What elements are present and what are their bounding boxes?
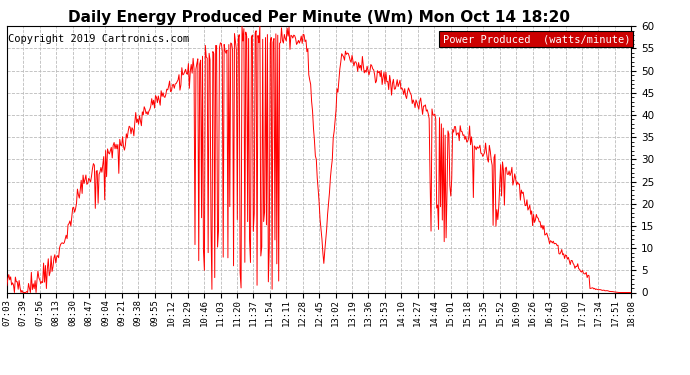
Text: Copyright 2019 Cartronics.com: Copyright 2019 Cartronics.com xyxy=(8,34,189,44)
Title: Daily Energy Produced Per Minute (Wm) Mon Oct 14 18:20: Daily Energy Produced Per Minute (Wm) Mo… xyxy=(68,10,570,25)
Text: Power Produced  (watts/minute): Power Produced (watts/minute) xyxy=(442,34,630,44)
